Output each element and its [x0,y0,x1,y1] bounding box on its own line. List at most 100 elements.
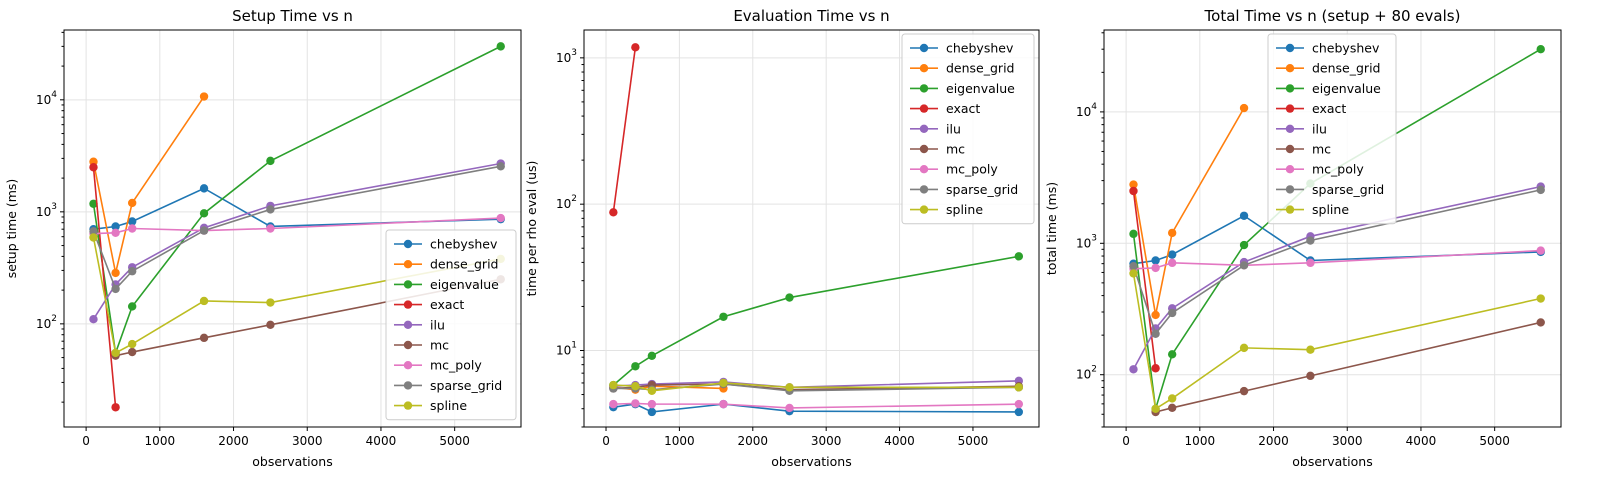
data-point-eigenvalue [1239,240,1249,250]
chart-title: Total Time vs n (setup + 80 evals) [1204,7,1461,25]
data-point-exact [1151,364,1160,373]
legend-label: chebyshev [430,237,498,252]
legend-marker [919,124,929,133]
series-line-mc [1155,321,1541,413]
series-chebyshev [89,184,505,234]
series-line-chebyshev [93,187,501,230]
legend-marker [1285,84,1295,93]
y-tick-label: 103 [1076,233,1097,250]
series-line-dense_grid [1132,107,1245,316]
series-dense_grid [89,92,209,278]
plot-frame [63,29,522,428]
legend-label: eigenvalue [1312,81,1381,96]
legend-entry-eigenvalue: eigenvalue [910,81,1015,96]
series-dense_grid [1129,103,1249,320]
legend-label: exact [430,297,464,312]
legend-entry-mc_poly: mc_poly [910,162,998,177]
y-tick-label: 102 [556,194,577,211]
legend-entry-dense_grid: dense_grid [394,257,498,272]
data-point-mc_poly [127,224,137,233]
data-point-dense_grid [1151,310,1160,320]
x-axis-label: observations [252,454,332,469]
data-point-dense_grid [127,198,137,208]
chart-panel-2: 0 1000 2000 3000 4000 5000 101 102 103 Evaluation… [524,7,1040,469]
legend-marker [403,280,413,289]
data-point-spline [1014,383,1024,392]
legend-entry-eigenvalue: eigenvalue [1276,81,1381,96]
legend-marker [403,300,413,309]
data-point-eigenvalue [1167,350,1177,359]
data-point-mc_poly [609,399,618,409]
legend-label: ilu [1312,121,1327,136]
data-point-mc [1306,371,1315,381]
series-line-spline [1132,273,1541,411]
x-tick-label: 4000 [884,434,915,448]
data-point-spline [1306,345,1315,354]
data-point-dense_grid [1129,180,1138,189]
legend-entry-ilu: ilu [1276,121,1327,136]
data-point-sparse_grid [266,205,275,214]
data-point-mc_poly [1151,263,1160,273]
data-point-spline [111,348,120,358]
legend-entry-chebyshev: chebyshev [1276,41,1380,56]
legend-label: sparse_grid [1312,182,1384,197]
data-point-mc_poly [1536,246,1545,255]
legend-entry-exact: exact [1276,101,1346,116]
legend-marker [403,239,413,249]
data-point-sparse_grid [199,226,209,235]
chart-panel-1: 0 1000 2000 3000 4000 5000 102 103 104 Setup Time… [4,7,522,469]
legend-entry-spline: spline [1276,202,1349,217]
data-point-spline [631,382,640,391]
y-axis-label: setup time (ms) [4,179,19,279]
x-tick-label: 0 [82,434,90,448]
data-point-eigenvalue [1129,229,1138,239]
data-point-eigenvalue [785,293,794,302]
legend: chebyshev dense_grid eigenvalue exact ilu mc m… [901,33,1035,225]
series-line-sparse_grid [92,165,501,291]
x-tick-label: 2000 [738,434,769,448]
series-exact [1129,186,1160,373]
legend-entry-sparse_grid: sparse_grid [910,182,1018,197]
data-point-eigenvalue [89,199,98,208]
data-point-exact [1129,186,1138,196]
legend-marker [1285,104,1295,113]
data-point-mc_poly [266,224,275,233]
series-line-dense_grid [92,96,205,274]
series-line-mc_poly [613,402,1019,409]
legend-entry-chebyshev: chebyshev [910,41,1014,56]
legend-label: eigenvalue [430,277,499,292]
data-point-mc_poly [111,228,120,237]
legend-label: mc_poly [1312,162,1364,177]
data-point-dense_grid [111,268,120,278]
series-spline [609,378,1024,396]
data-point-eigenvalue [127,302,137,311]
legend-label: dense_grid [946,61,1014,76]
legend-marker [1285,205,1295,214]
legend-label: mc_poly [430,358,482,373]
data-point-mc [266,320,275,330]
x-tick-label: 5000 [1479,434,1510,448]
series-exact [89,163,120,412]
data-point-mc_poly [1014,399,1024,409]
data-point-exact [609,208,618,217]
legend-entry-spline: spline [910,202,983,217]
series-line-eigenvalue [612,255,1019,386]
legend-label: dense_grid [1312,61,1380,76]
legend-entry-ilu: ilu [910,121,961,136]
legend-entry-mc: mc [910,142,965,157]
data-point-ilu [1129,365,1138,374]
legend-marker [919,104,929,113]
data-point-exact [631,43,640,52]
data-point-spline [719,378,728,388]
plot-frame [583,29,1040,428]
legend-marker [919,63,929,73]
legend-marker [919,144,929,154]
data-point-chebyshev [1167,250,1177,259]
legend-box [385,229,517,421]
x-tick-label: 0 [602,434,610,448]
legend-entry-mc_poly: mc_poly [1276,162,1364,177]
legend-label: spline [946,202,983,217]
data-point-sparse_grid [1239,261,1249,270]
data-point-spline [127,339,137,349]
x-axis-label: observations [771,454,851,469]
